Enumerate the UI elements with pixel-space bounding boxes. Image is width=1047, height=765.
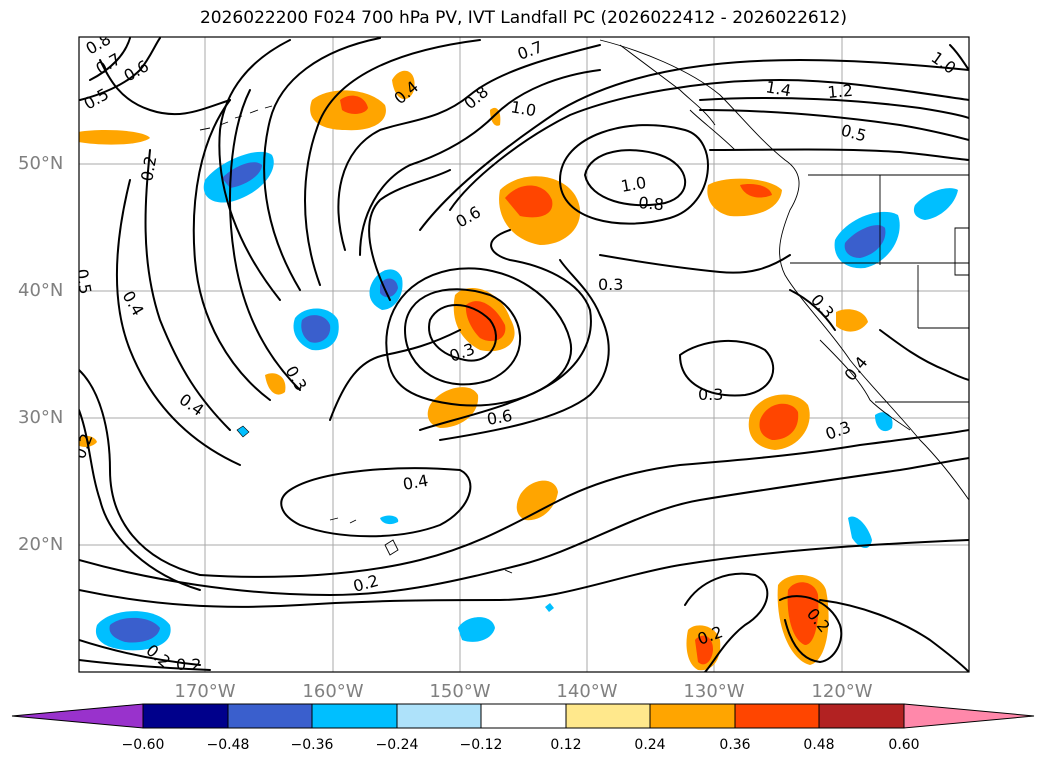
contour-label: 0.2 [137,154,160,182]
contour-label: 0.2 [176,655,201,674]
contour-label: 0.5 [839,121,869,146]
contour-label: 0.5 [81,84,113,113]
positive-anomaly [79,70,868,671]
colorbar-tick: 0.48 [803,737,835,753]
contour-label: 1.0 [509,97,537,120]
contour-label: 0.8 [638,193,665,214]
contour-label: 0.3 [598,275,623,294]
gridlines [79,37,969,672]
lon-label: 130°W [683,681,745,702]
contour-label: 0.6 [485,406,513,429]
contour-label: 0.4 [119,288,148,320]
contour-labels: 0.8 0.7 0.6 0.5 0.4 0.7 0.8 1.0 1.4 1.2 … [70,37,960,674]
coastlines [199,39,969,574]
colorbar-tick: 0.36 [719,737,751,753]
negative-anomaly [95,151,958,651]
colorbar-tick: 0.60 [888,737,920,753]
colorbar [11,703,1035,729]
colorbar-tick: −0.12 [459,737,503,753]
contour-label: 0.4 [401,471,429,494]
lon-label: 120°W [811,681,873,702]
contour-label: 0.3 [823,417,853,444]
lon-label: 150°W [429,681,491,702]
colorbar-tick: −0.60 [121,737,165,753]
colorbar-tick: −0.48 [206,737,250,753]
contour-label: 1.0 [928,48,960,78]
contour-label: 0.4 [176,390,208,420]
contour-label: 0.6 [453,202,485,231]
contour-label: 1.2 [827,81,854,102]
contour-label: 0.3 [282,363,311,395]
lat-label: 40°N [18,280,64,301]
contour-label: 0.8 [460,82,492,113]
colorbar-tick: −0.36 [290,737,334,753]
lat-label: 20°N [18,534,64,555]
page-title: 2026022200 F024 700 hPa PV, IVT Landfall… [199,8,847,28]
lon-label: 140°W [556,681,618,702]
contour-label: 0.2 [70,431,97,461]
contour-label: 1.4 [764,77,792,100]
pv-contours [79,37,969,672]
contour-label: 0.3 [807,290,838,322]
contour-label: 0.3 [698,385,723,404]
colorbar-tick: 0.24 [634,737,666,753]
plot-frame [78,36,970,673]
lat-label: 30°N [18,407,64,428]
lat-label: 50°N [18,153,64,174]
colorbar-tick: 0.12 [550,737,582,753]
contour-label: 0.5 [72,267,95,295]
ivt-shading [79,70,958,671]
lon-label: 170°W [174,681,236,702]
colorbar-tick: −0.24 [375,737,419,753]
lon-label: 160°W [302,681,364,702]
contour-label: 0.7 [515,37,545,64]
contour-label: 1.0 [619,173,647,196]
